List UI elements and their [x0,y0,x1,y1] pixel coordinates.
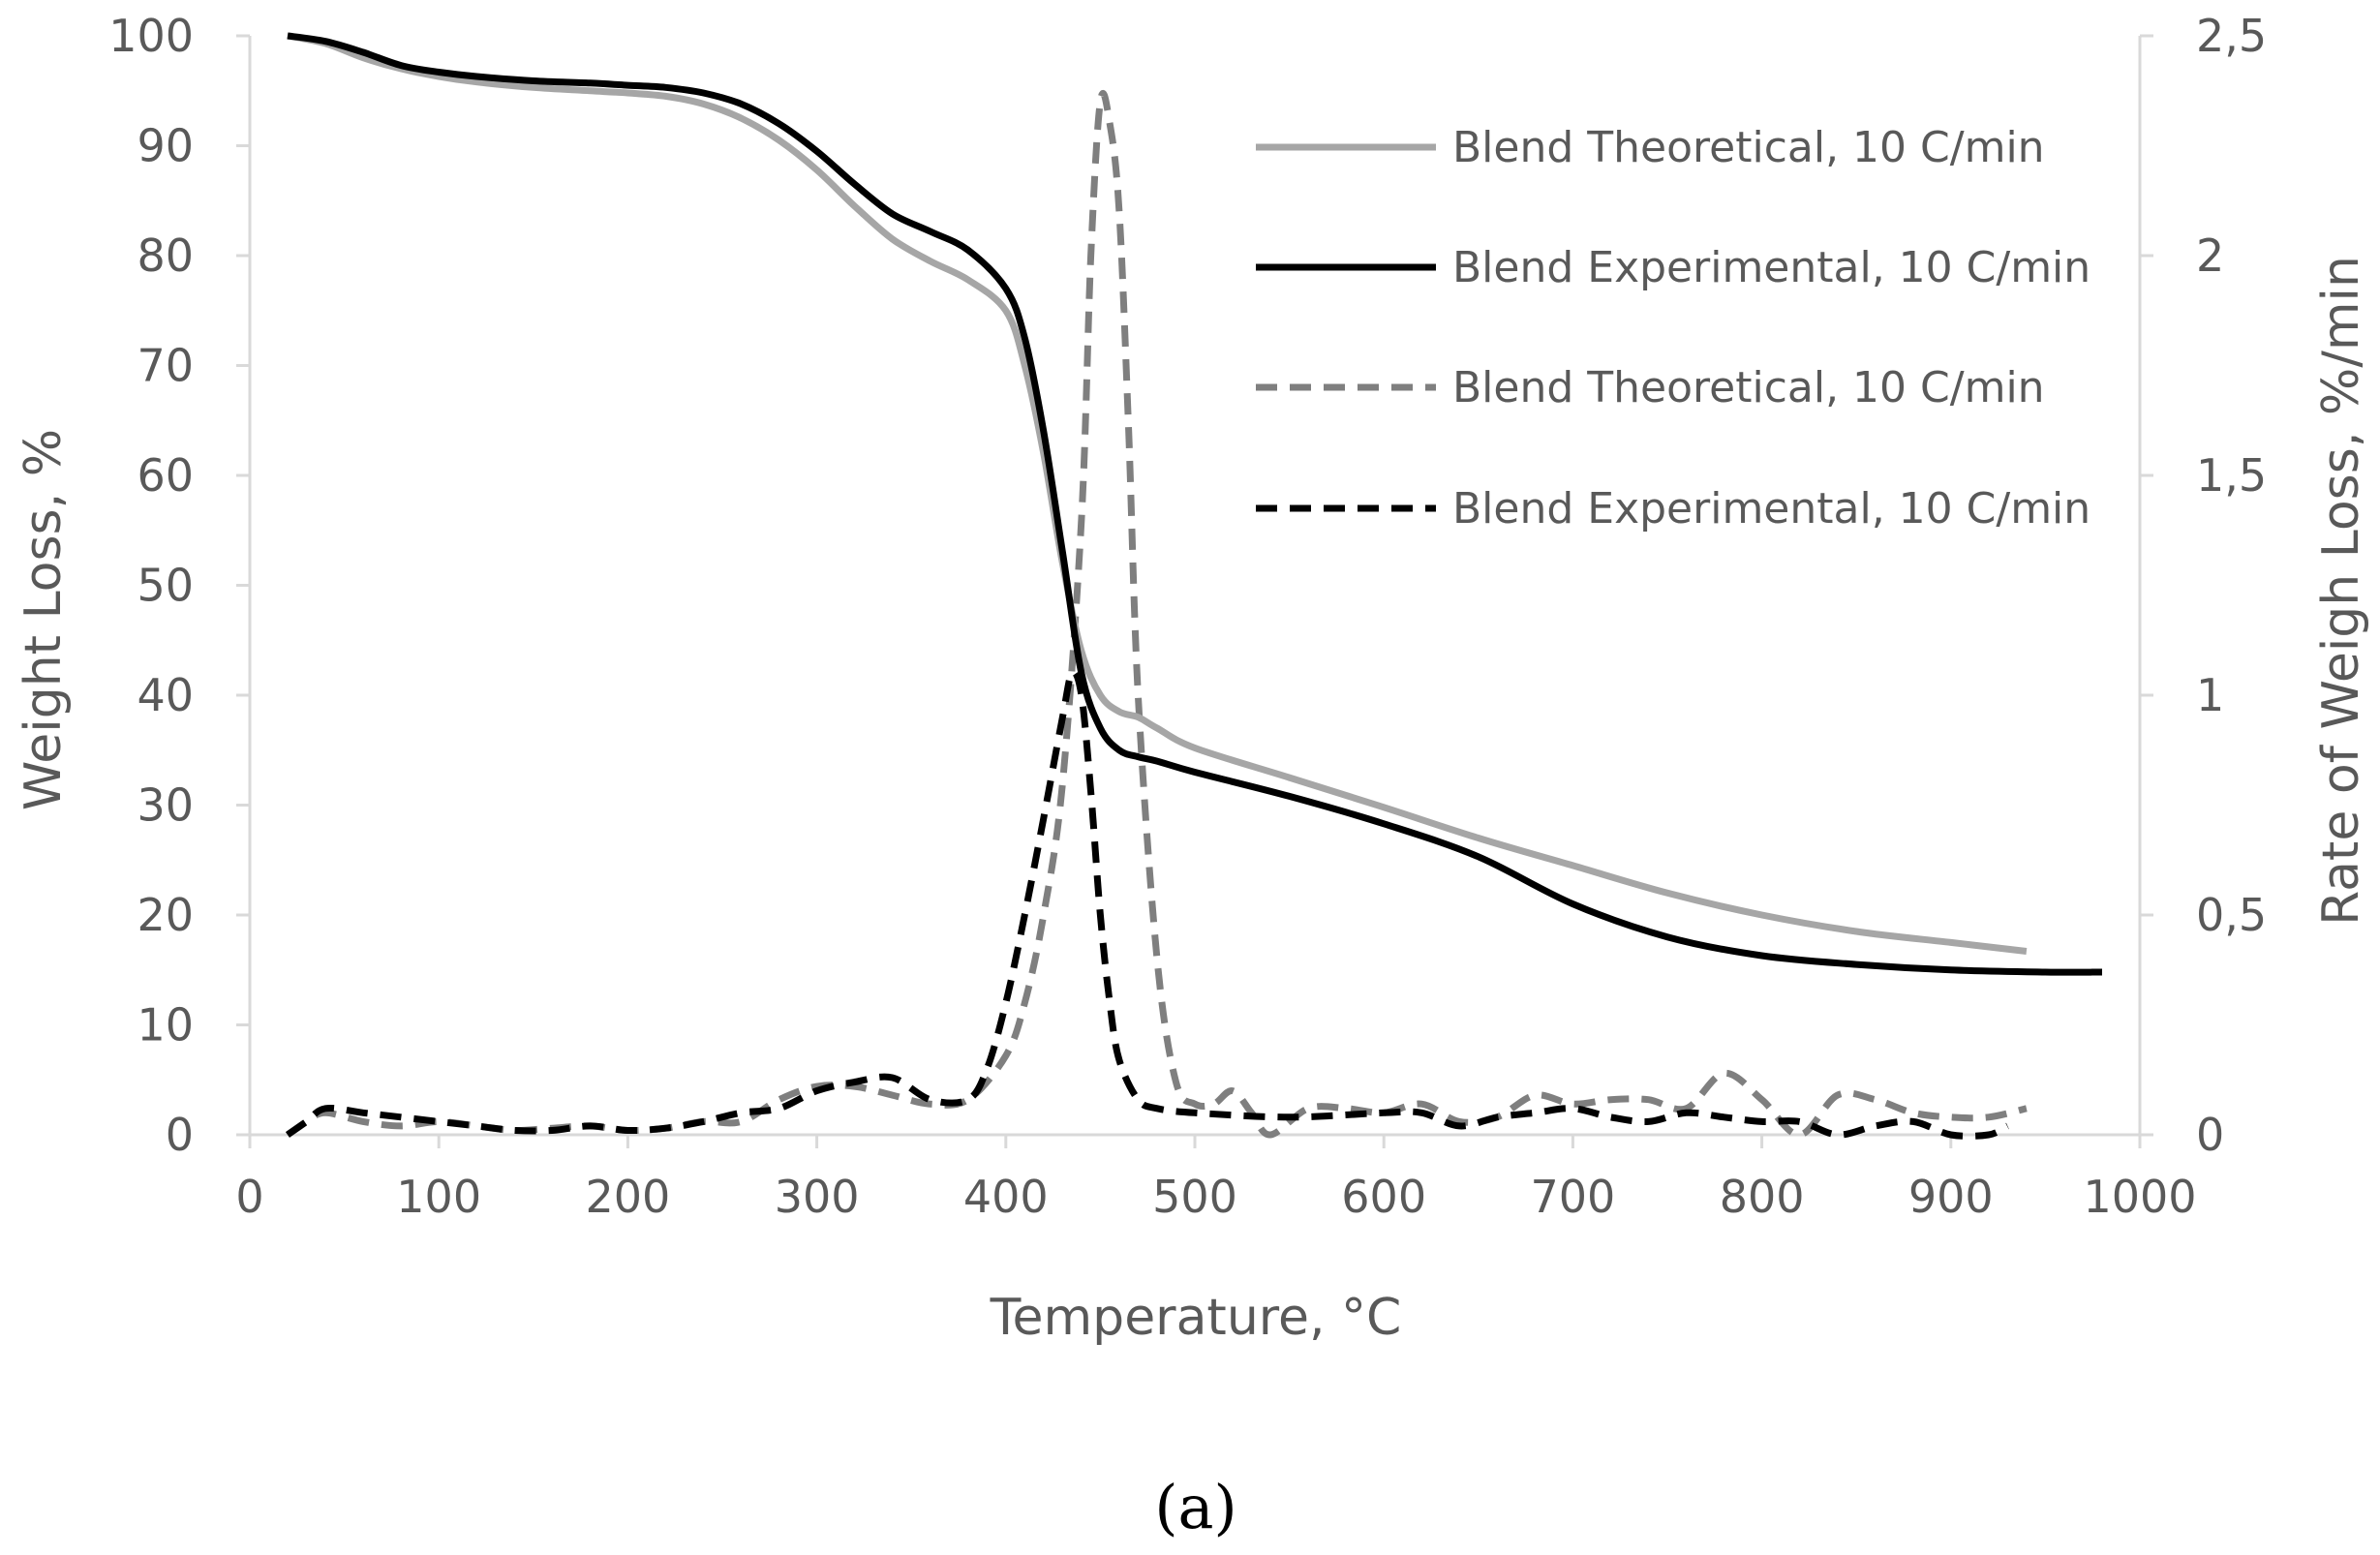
x-tick-label: 400 [963,1171,1049,1223]
left-y-tick-label: 30 [137,779,194,832]
left-y-axis-title: Weight Loss, % [15,429,73,810]
x-tick-label: 800 [1720,1171,1805,1223]
x-tick-label: 500 [1152,1171,1237,1223]
right-y-axis-title: Rate of Weigh Loss, %/min [2312,256,2370,926]
right-y-tick-label: 2 [2196,229,2224,282]
left-y-tick-label: 10 [137,999,194,1052]
legend-label: Blend Theoretical, 10 C/min [1452,363,2045,412]
x-tick-label: 700 [1530,1171,1615,1223]
series-lines [285,32,2103,1140]
left-y-tick-label: 40 [137,669,194,721]
left-y-tick-label: 60 [137,449,194,502]
series-blend-experimental-weight [287,32,2103,976]
legend-label: Blend Theoretical, 10 C/min [1452,123,2045,172]
right-y-tick-label: 1,5 [2196,449,2267,502]
left-y-tick-label: 80 [137,229,194,282]
left-y-tick-label: 0 [166,1109,194,1161]
x-tick-label: 1000 [2083,1171,2196,1223]
right-y-tick-label: 1 [2196,669,2224,721]
legend-label: Blend Experimental, 10 C/min [1452,484,2090,534]
x-tick-label: 200 [585,1171,670,1223]
right-y-tick-label: 0,5 [2196,889,2267,941]
left-y-tick-label: 90 [137,120,194,172]
series-blend-experimental-rate [285,668,2010,1140]
right-y-tick-label: 0 [2196,1109,2224,1161]
series-blend-theoretical-weight [287,32,2028,955]
x-tick-label: 900 [1908,1171,1994,1223]
left-y-tick-label: 50 [137,560,194,612]
x-tick-label: 300 [775,1171,860,1223]
axis-lines [236,34,2153,1148]
x-tick-label: 0 [235,1171,263,1223]
left-y-tick-label: 70 [137,340,194,392]
right-y-tick-label: 2,5 [2196,10,2267,62]
figure-caption: (a) [1154,1472,1236,1542]
tick-labels: 0 100 200 300 400 500 600 700 800 900 100001020304… [108,10,2267,1223]
left-y-tick-label: 100 [108,10,194,62]
series-blend-theoretical-rate [285,90,2028,1139]
legend-label: Blend Experimental, 10 C/min [1452,243,2090,292]
x-axis-title: Temperature, °C [990,1289,1402,1347]
left-y-tick-label: 20 [137,889,194,941]
x-tick-label: 100 [396,1171,481,1223]
legend: Blend Theoretical, 10 C/min Blend Experim… [1256,123,2090,534]
x-tick-label: 600 [1341,1171,1426,1223]
